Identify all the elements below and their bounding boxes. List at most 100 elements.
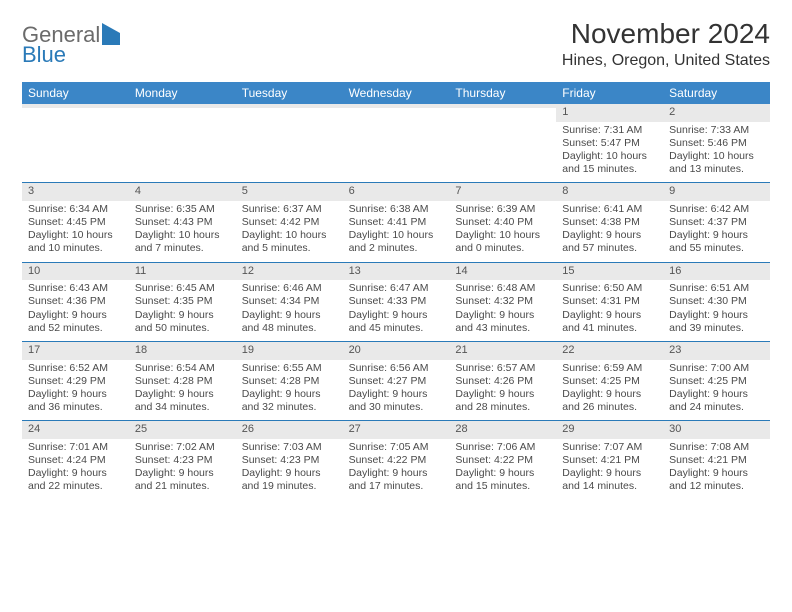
sunrise-line: Sunrise: 7:07 AM: [562, 441, 657, 454]
sunset-line: Sunset: 4:42 PM: [242, 216, 337, 229]
sunrise-line: Sunrise: 6:39 AM: [455, 203, 550, 216]
sunrise-line: Sunrise: 7:03 AM: [242, 441, 337, 454]
sunrise-line: Sunrise: 6:51 AM: [669, 282, 764, 295]
day-cell: 23Sunrise: 7:00 AMSunset: 4:25 PMDayligh…: [663, 342, 770, 420]
daylight-line: Daylight: 9 hours and 48 minutes.: [242, 309, 337, 335]
day-number: 2: [663, 104, 770, 122]
day-number: 27: [343, 421, 450, 439]
daylight-line: Daylight: 10 hours and 2 minutes.: [349, 229, 444, 255]
daylight-line: Daylight: 9 hours and 24 minutes.: [669, 388, 764, 414]
day-cell: 27Sunrise: 7:05 AMSunset: 4:22 PMDayligh…: [343, 421, 450, 499]
day-cell: 28Sunrise: 7:06 AMSunset: 4:22 PMDayligh…: [449, 421, 556, 499]
day-cell: 2Sunrise: 7:33 AMSunset: 5:46 PMDaylight…: [663, 104, 770, 182]
sunset-line: Sunset: 4:41 PM: [349, 216, 444, 229]
sunset-line: Sunset: 4:25 PM: [669, 375, 764, 388]
day-number: 22: [556, 342, 663, 360]
day-cell: 25Sunrise: 7:02 AMSunset: 4:23 PMDayligh…: [129, 421, 236, 499]
day-number: 6: [343, 183, 450, 201]
sunset-line: Sunset: 4:33 PM: [349, 295, 444, 308]
day-number: 26: [236, 421, 343, 439]
day-cell: 4Sunrise: 6:35 AMSunset: 4:43 PMDaylight…: [129, 183, 236, 261]
sunrise-line: Sunrise: 6:47 AM: [349, 282, 444, 295]
sunrise-line: Sunrise: 6:45 AM: [135, 282, 230, 295]
day-cell: 20Sunrise: 6:56 AMSunset: 4:27 PMDayligh…: [343, 342, 450, 420]
day-cell: 30Sunrise: 7:08 AMSunset: 4:21 PMDayligh…: [663, 421, 770, 499]
day-cell: 7Sunrise: 6:39 AMSunset: 4:40 PMDaylight…: [449, 183, 556, 261]
day-cell: [449, 104, 556, 182]
day-number: 9: [663, 183, 770, 201]
day-cell: [236, 104, 343, 182]
day-number: 17: [22, 342, 129, 360]
sunset-line: Sunset: 4:35 PM: [135, 295, 230, 308]
day-cell: 11Sunrise: 6:45 AMSunset: 4:35 PMDayligh…: [129, 263, 236, 341]
sunrise-line: Sunrise: 6:35 AM: [135, 203, 230, 216]
sunset-line: Sunset: 4:43 PM: [135, 216, 230, 229]
sunrise-line: Sunrise: 7:01 AM: [28, 441, 123, 454]
sunset-line: Sunset: 4:27 PM: [349, 375, 444, 388]
daylight-line: Daylight: 9 hours and 39 minutes.: [669, 309, 764, 335]
sunset-line: Sunset: 4:30 PM: [669, 295, 764, 308]
day-cell: 29Sunrise: 7:07 AMSunset: 4:21 PMDayligh…: [556, 421, 663, 499]
sunrise-line: Sunrise: 6:38 AM: [349, 203, 444, 216]
sunrise-line: Sunrise: 6:52 AM: [28, 362, 123, 375]
sunset-line: Sunset: 4:23 PM: [135, 454, 230, 467]
day-number: 5: [236, 183, 343, 201]
day-number: 14: [449, 263, 556, 281]
day-number: [343, 104, 450, 108]
sunrise-line: Sunrise: 7:06 AM: [455, 441, 550, 454]
sunrise-line: Sunrise: 6:43 AM: [28, 282, 123, 295]
sunset-line: Sunset: 4:28 PM: [135, 375, 230, 388]
daylight-line: Daylight: 9 hours and 45 minutes.: [349, 309, 444, 335]
day-cell: 15Sunrise: 6:50 AMSunset: 4:31 PMDayligh…: [556, 263, 663, 341]
day-number: 16: [663, 263, 770, 281]
daylight-line: Daylight: 9 hours and 12 minutes.: [669, 467, 764, 493]
daylight-line: Daylight: 9 hours and 17 minutes.: [349, 467, 444, 493]
daylight-line: Daylight: 9 hours and 21 minutes.: [135, 467, 230, 493]
sunrise-line: Sunrise: 6:41 AM: [562, 203, 657, 216]
day-cell: 14Sunrise: 6:48 AMSunset: 4:32 PMDayligh…: [449, 263, 556, 341]
sunset-line: Sunset: 4:32 PM: [455, 295, 550, 308]
day-number: 7: [449, 183, 556, 201]
sunrise-line: Sunrise: 6:34 AM: [28, 203, 123, 216]
dow-header-cell: Monday: [129, 82, 236, 104]
day-cell: [22, 104, 129, 182]
day-cell: 18Sunrise: 6:54 AMSunset: 4:28 PMDayligh…: [129, 342, 236, 420]
sunrise-line: Sunrise: 6:46 AM: [242, 282, 337, 295]
daylight-line: Daylight: 9 hours and 14 minutes.: [562, 467, 657, 493]
sunset-line: Sunset: 4:29 PM: [28, 375, 123, 388]
sunset-line: Sunset: 4:23 PM: [242, 454, 337, 467]
day-number: 28: [449, 421, 556, 439]
page-header: General Blue November 2024 Hines, Oregon…: [22, 18, 770, 70]
day-number: 13: [343, 263, 450, 281]
dow-header-cell: Thursday: [449, 82, 556, 104]
day-number: 8: [556, 183, 663, 201]
day-number: 12: [236, 263, 343, 281]
day-number: [129, 104, 236, 108]
day-number: 21: [449, 342, 556, 360]
sunset-line: Sunset: 4:40 PM: [455, 216, 550, 229]
day-number: 11: [129, 263, 236, 281]
daylight-line: Daylight: 9 hours and 34 minutes.: [135, 388, 230, 414]
sunset-line: Sunset: 4:34 PM: [242, 295, 337, 308]
day-cell: 13Sunrise: 6:47 AMSunset: 4:33 PMDayligh…: [343, 263, 450, 341]
calendar-grid: 1Sunrise: 7:31 AMSunset: 5:47 PMDaylight…: [22, 104, 770, 499]
sunrise-line: Sunrise: 7:33 AM: [669, 124, 764, 137]
day-number: 4: [129, 183, 236, 201]
day-cell: 3Sunrise: 6:34 AMSunset: 4:45 PMDaylight…: [22, 183, 129, 261]
sunrise-line: Sunrise: 6:37 AM: [242, 203, 337, 216]
sunset-line: Sunset: 4:21 PM: [562, 454, 657, 467]
day-number: [449, 104, 556, 108]
brand-logo: General Blue: [22, 22, 120, 68]
sunrise-line: Sunrise: 6:48 AM: [455, 282, 550, 295]
dow-header-cell: Tuesday: [236, 82, 343, 104]
title-block: November 2024 Hines, Oregon, United Stat…: [562, 18, 770, 70]
day-cell: 24Sunrise: 7:01 AMSunset: 4:24 PMDayligh…: [22, 421, 129, 499]
day-number: [236, 104, 343, 108]
sunrise-line: Sunrise: 6:42 AM: [669, 203, 764, 216]
brand-triangle-icon: [102, 23, 120, 45]
sunrise-line: Sunrise: 7:31 AM: [562, 124, 657, 137]
sunrise-line: Sunrise: 6:50 AM: [562, 282, 657, 295]
month-title: November 2024: [562, 18, 770, 50]
sunrise-line: Sunrise: 7:02 AM: [135, 441, 230, 454]
sunrise-line: Sunrise: 7:08 AM: [669, 441, 764, 454]
